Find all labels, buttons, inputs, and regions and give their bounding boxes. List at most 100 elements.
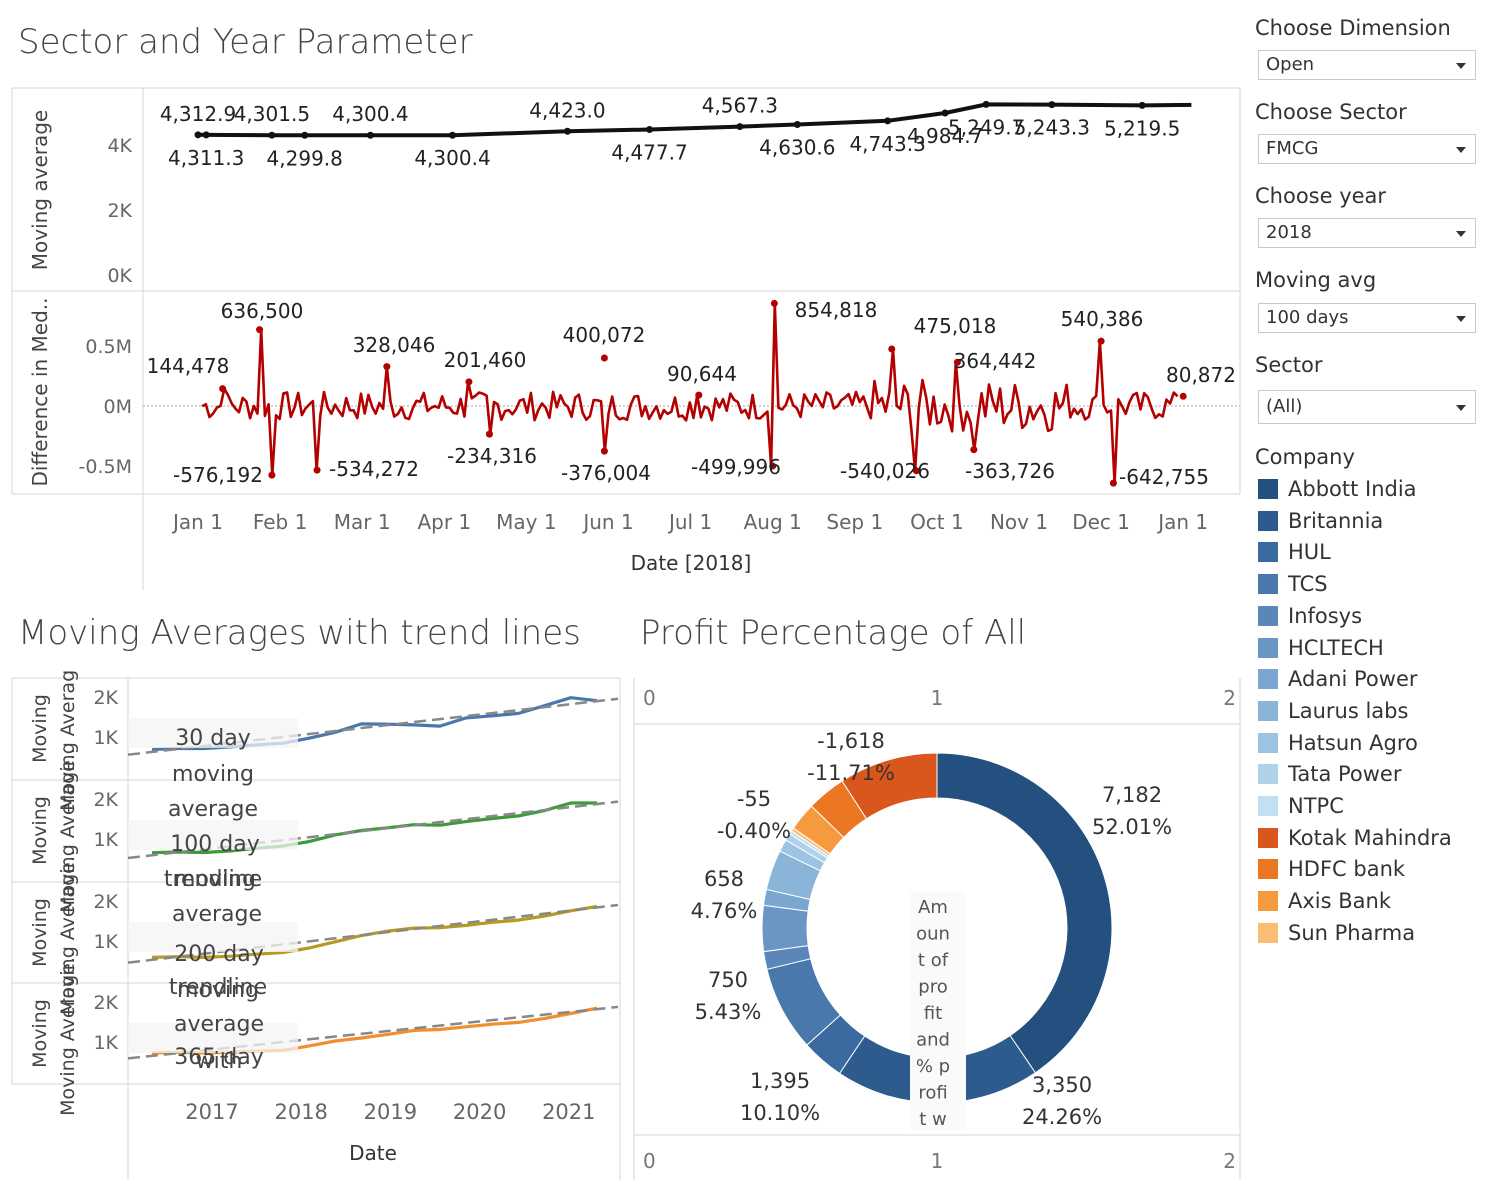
- data-point[interactable]: [301, 131, 309, 139]
- choose-sector-dropdown[interactable]: FMCG: [1258, 134, 1476, 164]
- page-title: Sector and Year Parameter: [18, 22, 473, 62]
- x-tick-label: Jul 1: [667, 510, 712, 534]
- data-point[interactable]: [485, 430, 493, 438]
- moving-average-series[interactable]: 4,312.9 4,311.3 4,301.5 4,299.8 4,300.44,300…: [160, 94, 1192, 171]
- data-point[interactable]: [268, 471, 276, 479]
- legend-item[interactable]: NTPC: [1258, 794, 1344, 822]
- data-point[interactable]: [600, 354, 608, 362]
- moving-average-line[interactable]: [151, 801, 597, 855]
- data-point[interactable]: [793, 121, 801, 129]
- moving-average-panels[interactable]: Moving Moving Average.. 2K 1K Moving Moving A…: [29, 670, 619, 1116]
- legend-item[interactable]: Kotak Mahindra: [1258, 826, 1452, 854]
- data-point[interactable]: [194, 131, 202, 139]
- data-point[interactable]: [1138, 101, 1146, 109]
- choose-year-label: Choose year: [1255, 184, 1387, 208]
- data-point[interactable]: [1109, 479, 1117, 487]
- legend-item[interactable]: Hatsun Agro: [1258, 731, 1418, 759]
- data-point[interactable]: [736, 123, 744, 131]
- data-point[interactable]: [941, 109, 949, 117]
- top-chart-frame: [11, 87, 1241, 590]
- data-point[interactable]: [970, 446, 978, 454]
- slice-value-label: -55: [737, 787, 771, 811]
- legend-item[interactable]: Infosys: [1258, 604, 1362, 632]
- moving-average-panel[interactable]: Moving Moving Average.. 2K 1K: [29, 748, 619, 913]
- legend-item[interactable]: Laurus labs: [1258, 699, 1408, 727]
- y-tick-label: -0.5M: [79, 456, 132, 478]
- legend-swatch: [1258, 637, 1278, 658]
- series-caption: moving: [177, 978, 259, 1003]
- data-label: 5,243.3: [1014, 116, 1090, 140]
- legend-item[interactable]: TCS: [1258, 572, 1328, 600]
- data-point[interactable]: [888, 345, 896, 353]
- difference-line[interactable]: [201, 302, 1179, 485]
- data-label: -234,316: [447, 444, 537, 468]
- data-point[interactable]: [268, 131, 276, 139]
- data-point[interactable]: [1179, 392, 1187, 400]
- sector-filter-dropdown[interactable]: (All): [1258, 390, 1476, 424]
- moving-average-panel[interactable]: Moving Moving Average.. 2K 1K: [29, 951, 619, 1116]
- top-chart[interactable]: Moving average Difference in Med.. 4K 2K 0…: [0, 80, 1245, 595]
- data-point[interactable]: [953, 358, 961, 366]
- legend-item[interactable]: Axis Bank: [1258, 889, 1391, 917]
- moving-avg-dropdown[interactable]: 100 days: [1258, 303, 1476, 333]
- data-label: -540,026: [840, 459, 930, 483]
- data-point[interactable]: [1048, 101, 1056, 109]
- donut-slices[interactable]: [761, 752, 1113, 1104]
- legend-item[interactable]: Sun Pharma: [1258, 921, 1415, 949]
- donut-slice[interactable]: [761, 904, 809, 953]
- moving-average-panel[interactable]: Moving Moving Average.. 2K 1K: [29, 670, 619, 811]
- data-point[interactable]: [770, 299, 778, 307]
- y-tick-label: 2K: [93, 789, 118, 811]
- legend-item[interactable]: Abbott India: [1258, 477, 1417, 505]
- data-point[interactable]: [1097, 337, 1105, 345]
- choose-sector-label: Choose Sector: [1255, 100, 1407, 124]
- legend-item[interactable]: HUL: [1258, 540, 1331, 568]
- data-point[interactable]: [646, 125, 654, 133]
- data-point[interactable]: [202, 131, 210, 139]
- donut-slice[interactable]: [841, 752, 938, 820]
- moving-average-line[interactable]: [151, 904, 598, 959]
- data-point[interactable]: [563, 127, 571, 135]
- legend-item[interactable]: Adani Power: [1258, 667, 1418, 695]
- moving-average-panel[interactable]: Moving Moving Average.. 2K 1K: [29, 850, 619, 1015]
- data-point[interactable]: [449, 131, 457, 139]
- data-label: 201,460: [444, 348, 527, 372]
- data-point[interactable]: [219, 385, 227, 393]
- moving-avg-label: Moving avg: [1255, 268, 1377, 292]
- data-point[interactable]: [982, 100, 990, 108]
- data-point[interactable]: [769, 462, 777, 470]
- moving-averages-chart[interactable]: Moving Moving Average.. 2K 1K Moving Moving A…: [0, 670, 625, 1185]
- data-point[interactable]: [884, 117, 892, 125]
- moving-average-line[interactable]: [197, 102, 1192, 138]
- data-point[interactable]: [600, 447, 608, 455]
- panel-axis-title: Moving Average..: [57, 951, 79, 1116]
- legend-swatch: [1258, 827, 1278, 848]
- difference-series[interactable]: 636,500 144,478 -576,192 328,046 -534,272 201…: [147, 298, 1236, 489]
- legend-swatch: [1258, 479, 1278, 499]
- profit-donut-chart[interactable]: 0 1 2 0 1 2 7,182 52.01% 3,350 24.26% 1,395 10.10…: [630, 670, 1245, 1185]
- legend-item[interactable]: HDFC bank: [1258, 857, 1405, 885]
- panel-axis-title: Moving Average..: [57, 850, 79, 1015]
- data-point[interactable]: [383, 363, 391, 371]
- data-label: 80,872: [1166, 363, 1236, 387]
- data-label: 540,386: [1061, 307, 1144, 331]
- choose-year-dropdown[interactable]: 2018: [1258, 218, 1476, 248]
- choose-dimension-dropdown[interactable]: Open: [1258, 50, 1476, 80]
- axis-tick-label: 0: [643, 1149, 656, 1173]
- legend-label: Sun Pharma: [1288, 920, 1416, 945]
- profit-percentage-title: Profit Percentage of All: [640, 613, 1027, 653]
- legend-item[interactable]: Britannia: [1258, 509, 1383, 537]
- donut-slice[interactable]: [936, 752, 1113, 1074]
- axis-tick-label: 1: [931, 686, 944, 710]
- data-label: 364,442: [954, 349, 1037, 373]
- legend-item[interactable]: Tata Power: [1258, 762, 1402, 790]
- data-point[interactable]: [366, 131, 374, 139]
- data-point[interactable]: [695, 391, 703, 399]
- legend-item[interactable]: HCLTECH: [1258, 636, 1384, 664]
- legend-label: Adani Power: [1288, 667, 1418, 692]
- data-point[interactable]: [465, 378, 473, 386]
- data-point[interactable]: [256, 326, 264, 334]
- data-point[interactable]: [313, 466, 321, 474]
- data-point[interactable]: [912, 467, 920, 475]
- year-axis-title: Date: [349, 1141, 397, 1165]
